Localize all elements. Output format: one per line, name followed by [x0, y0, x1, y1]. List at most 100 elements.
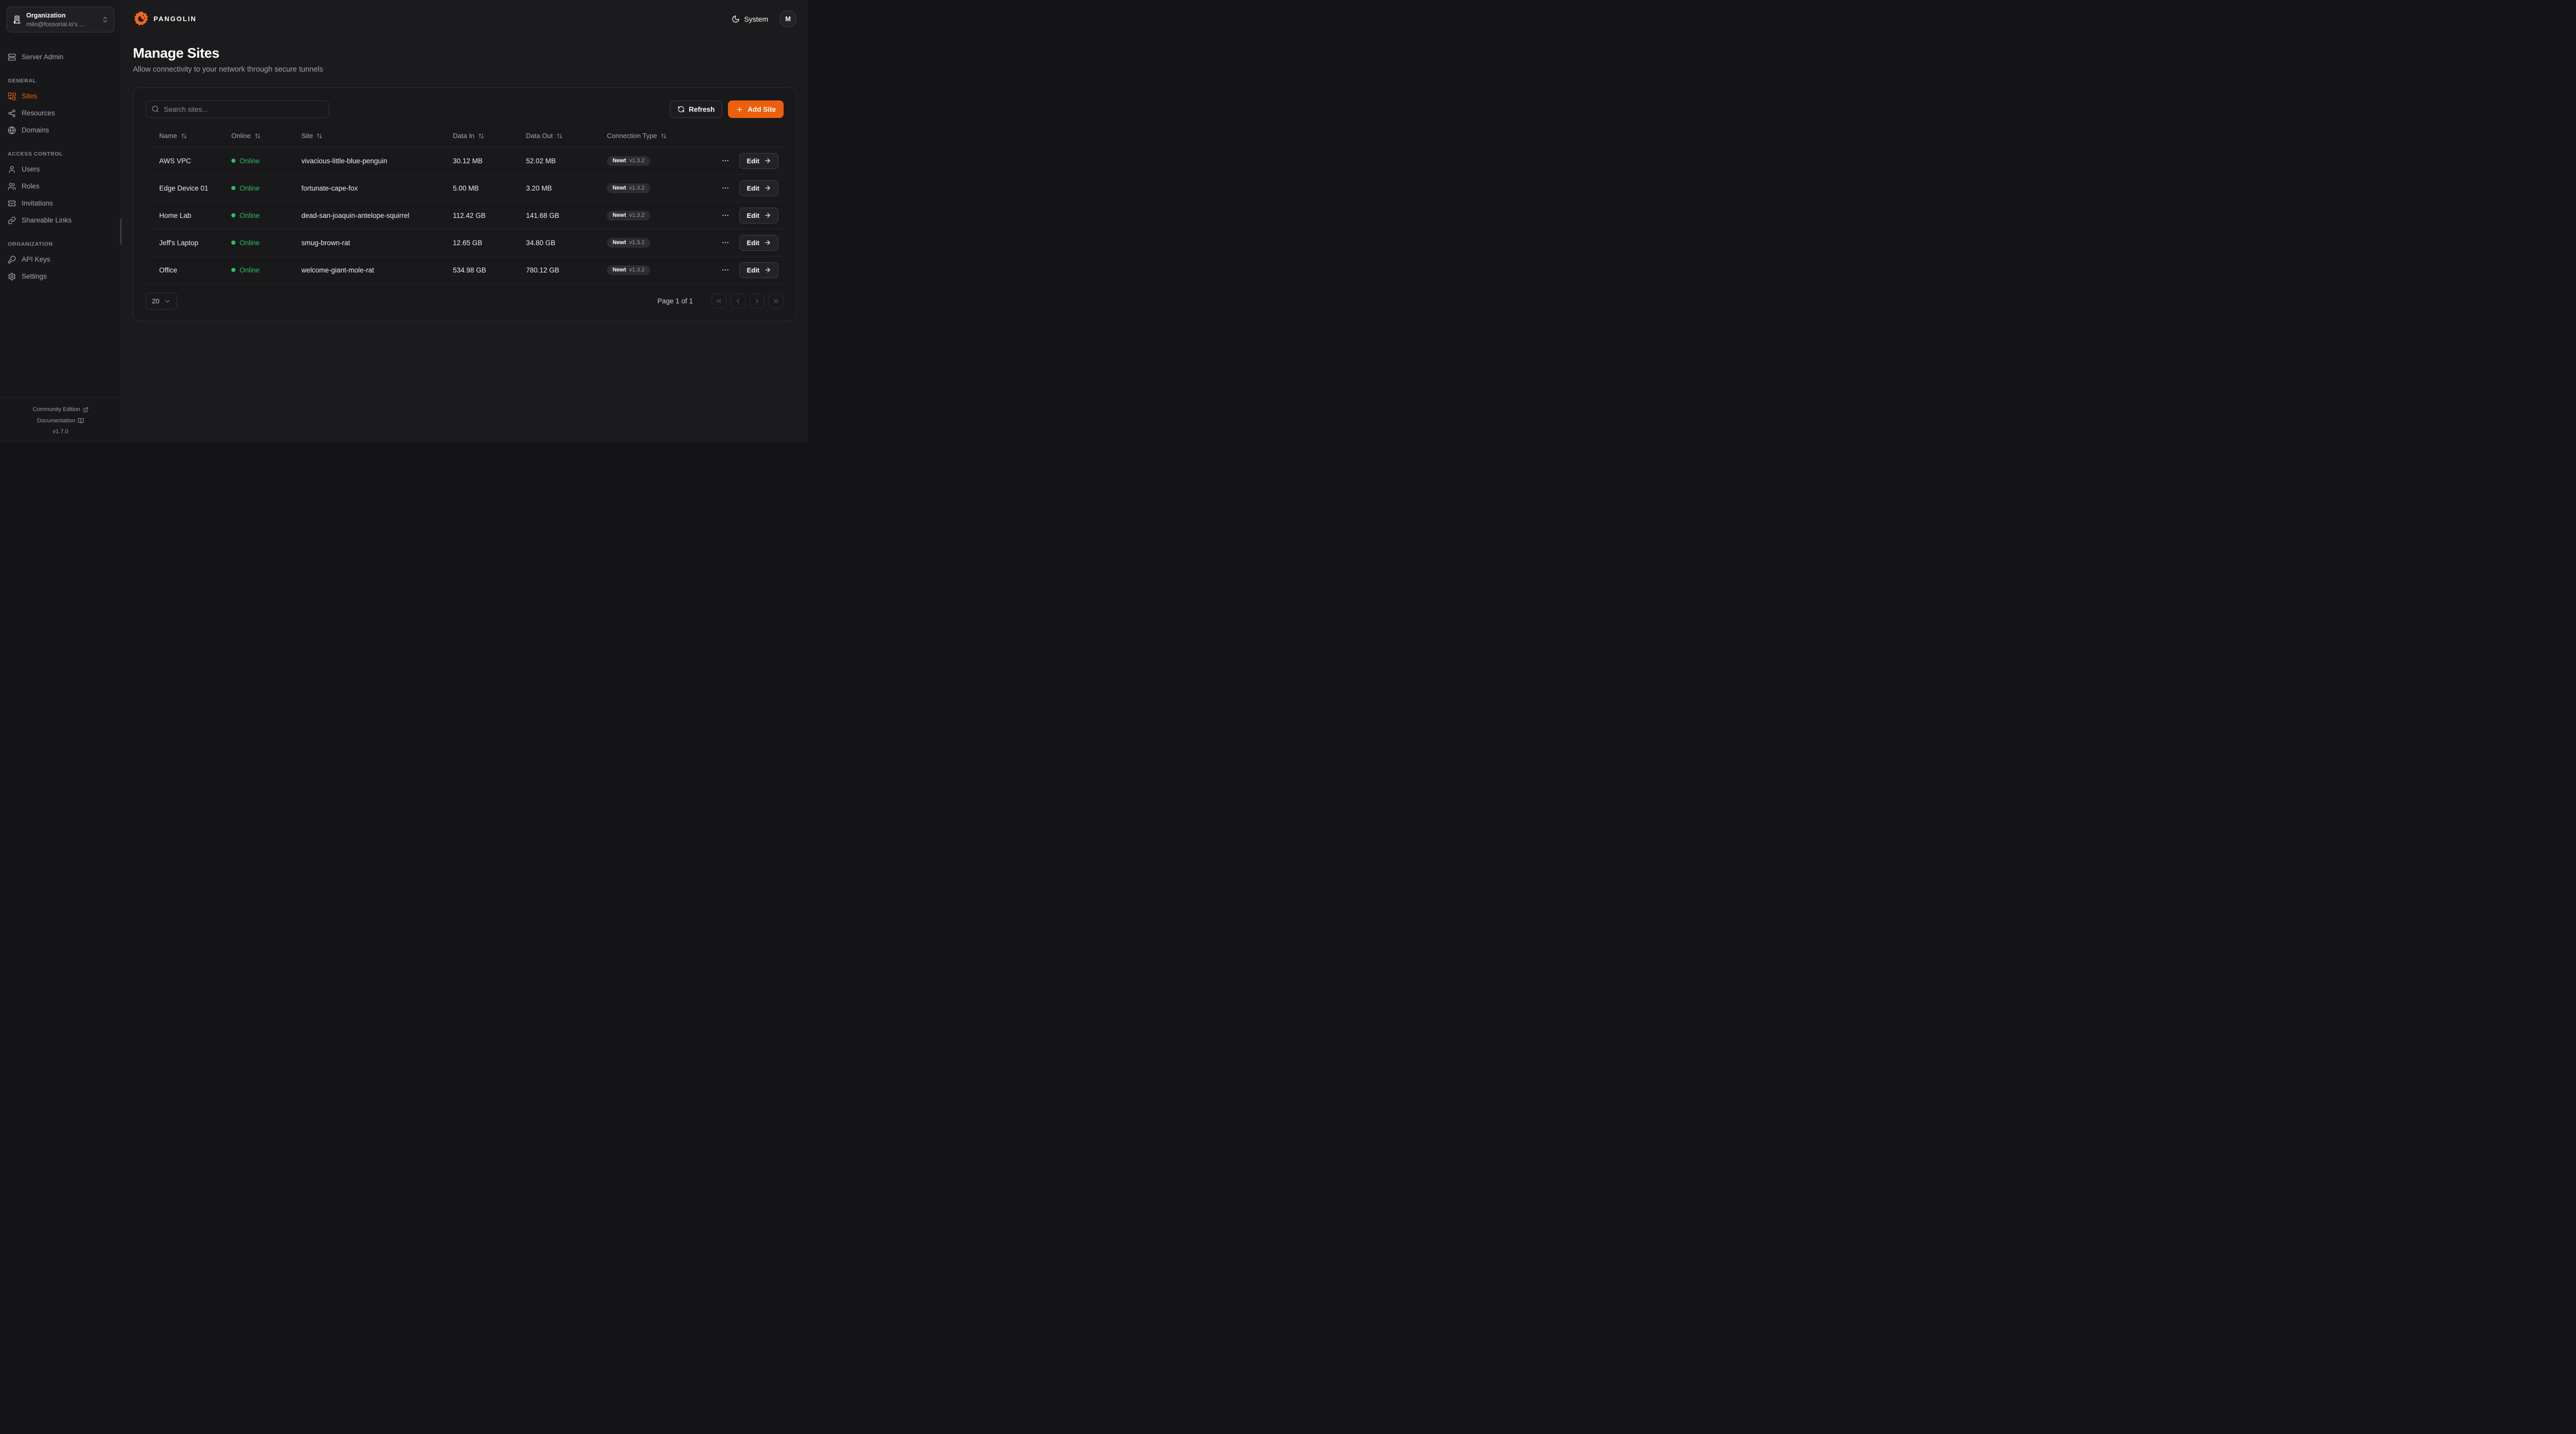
chevrons-up-down-icon: [101, 16, 109, 23]
sidebar-item-sites[interactable]: Sites: [0, 88, 121, 105]
globe-icon: [8, 126, 16, 134]
card-footer: 20 Page 1 of 1: [146, 293, 784, 310]
row-menu-button[interactable]: [719, 182, 732, 194]
share-icon: [8, 109, 16, 117]
site-slug: vivacious-little-blue-penguin: [301, 157, 387, 165]
sites-card: Refresh Add Site Name Online: [133, 88, 796, 321]
site-status: Online: [231, 239, 301, 247]
documentation-label: Documentation: [37, 418, 75, 424]
sidebar-item-label: API Keys: [22, 255, 50, 264]
status-label: Online: [240, 266, 260, 274]
sidebar-item-server-admin[interactable]: Server Admin: [0, 48, 121, 65]
edit-button[interactable]: Edit: [739, 262, 778, 278]
edit-button[interactable]: Edit: [739, 152, 778, 169]
refresh-icon: [677, 106, 685, 113]
edit-button[interactable]: Edit: [739, 207, 778, 224]
connection-type: Newt: [613, 157, 626, 164]
site-status: Online: [231, 184, 301, 192]
external-link-icon: [83, 407, 89, 413]
column-header-name[interactable]: Name: [159, 132, 231, 140]
data-in: 12.65 GB: [453, 238, 483, 247]
data-out: 780.12 GB: [526, 266, 560, 274]
sidebar-heading-organization: ORGANIZATION: [8, 241, 53, 248]
sidebar-item-domains[interactable]: Domains: [0, 122, 121, 139]
connection-type-cell: Newt v1.3.2: [607, 156, 708, 166]
row-menu-button[interactable]: [719, 155, 732, 167]
column-header-data-in[interactable]: Data In: [453, 132, 526, 140]
row-menu-button[interactable]: [719, 236, 732, 249]
online-dot-icon: [231, 186, 235, 190]
sidebar-nav: Server Admin GENERAL Sites Resources Dom…: [0, 39, 121, 287]
sidebar-scrollbar-thumb[interactable]: [120, 219, 122, 245]
connection-type-cell: Newt v1.3.2: [607, 237, 708, 248]
sidebar-item-settings[interactable]: Settings: [0, 268, 121, 285]
previous-page-button[interactable]: [731, 294, 745, 309]
community-edition-link[interactable]: Community Edition: [32, 406, 88, 413]
connection-type-badge: Newt v1.3.2: [607, 210, 651, 220]
sidebar-item-invitations[interactable]: Invitations: [0, 195, 121, 212]
moon-icon: [732, 15, 740, 23]
sidebar-item-api-keys[interactable]: API Keys: [0, 251, 121, 268]
sort-icon: [660, 133, 667, 139]
last-page-button[interactable]: [769, 294, 784, 309]
sidebar-item-resources[interactable]: Resources: [0, 105, 121, 122]
combine-icon: [8, 92, 16, 100]
column-label: Data Out: [526, 132, 553, 140]
next-page-button[interactable]: [750, 294, 765, 309]
theme-toggle-label: System: [744, 14, 768, 23]
column-header-data-out[interactable]: Data Out: [526, 132, 607, 140]
connection-version: v1.3.2: [629, 239, 645, 246]
sidebar-item-label: Users: [22, 165, 40, 174]
sort-icon: [316, 133, 323, 139]
chevron-right-icon: [753, 297, 761, 305]
row-menu-button[interactable]: [719, 209, 732, 221]
site-slug: smug-brown-rat: [301, 238, 350, 247]
sidebar-item-shareable-links[interactable]: Shareable Links: [0, 212, 121, 229]
status-label: Online: [240, 157, 260, 165]
site-status: Online: [231, 157, 301, 165]
ellipsis-icon: [721, 157, 730, 165]
column-header-site[interactable]: Site: [301, 132, 453, 140]
table-row: Jeff's Laptop Online smug-brown-rat 12.6…: [146, 229, 784, 257]
page-size-select[interactable]: 20: [146, 293, 178, 310]
column-header-online[interactable]: Online: [231, 132, 301, 140]
edit-button[interactable]: Edit: [739, 234, 778, 251]
first-page-button[interactable]: [711, 294, 726, 309]
sort-icon: [181, 133, 187, 139]
site-name: AWS VPC: [159, 157, 191, 165]
table-row: AWS VPC Online vivacious-little-blue-pen…: [146, 147, 784, 175]
edit-button[interactable]: Edit: [739, 180, 778, 196]
avatar[interactable]: M: [779, 10, 796, 27]
chevrons-left-icon: [715, 297, 723, 305]
site-slug: dead-san-joaquin-antelope-squirrel: [301, 211, 410, 219]
edit-label: Edit: [747, 184, 759, 192]
key-icon: [8, 255, 16, 264]
column-label: Data In: [453, 132, 474, 140]
page-size-value: 20: [152, 297, 160, 305]
theme-toggle[interactable]: System: [732, 15, 768, 23]
column-header-connection-type[interactable]: Connection Type: [607, 132, 708, 140]
documentation-link[interactable]: Documentation: [37, 418, 84, 424]
data-out: 141.68 GB: [526, 211, 560, 219]
sidebar-item-roles[interactable]: Roles: [0, 178, 121, 195]
ticket-check-icon: [8, 199, 16, 208]
app-version: v1.7.0: [53, 429, 69, 435]
sidebar-item-label: Resources: [22, 109, 55, 117]
data-out: 52.02 MB: [526, 157, 556, 165]
site-name: Jeff's Laptop: [159, 238, 198, 247]
page-title: Manage Sites: [133, 45, 219, 61]
sort-icon: [255, 133, 261, 139]
refresh-button[interactable]: Refresh: [669, 100, 723, 118]
sidebar: Organization milo@fossorial.io's ... Ser…: [0, 0, 122, 443]
search-input[interactable]: [146, 100, 329, 118]
topbar-right: System M: [732, 10, 796, 27]
row-menu-button[interactable]: [719, 264, 732, 276]
row-actions: Edit: [708, 207, 778, 224]
online-dot-icon: [231, 159, 235, 163]
sidebar-item-users[interactable]: Users: [0, 161, 121, 178]
gear-icon: [8, 272, 16, 281]
add-site-button[interactable]: Add Site: [728, 100, 784, 118]
sidebar-heading-access-control: ACCESS CONTROL: [8, 151, 63, 158]
main-content: PANGOLIN System M Manage Sites Allow con…: [122, 0, 808, 443]
org-switcher[interactable]: Organization milo@fossorial.io's ...: [7, 7, 114, 33]
